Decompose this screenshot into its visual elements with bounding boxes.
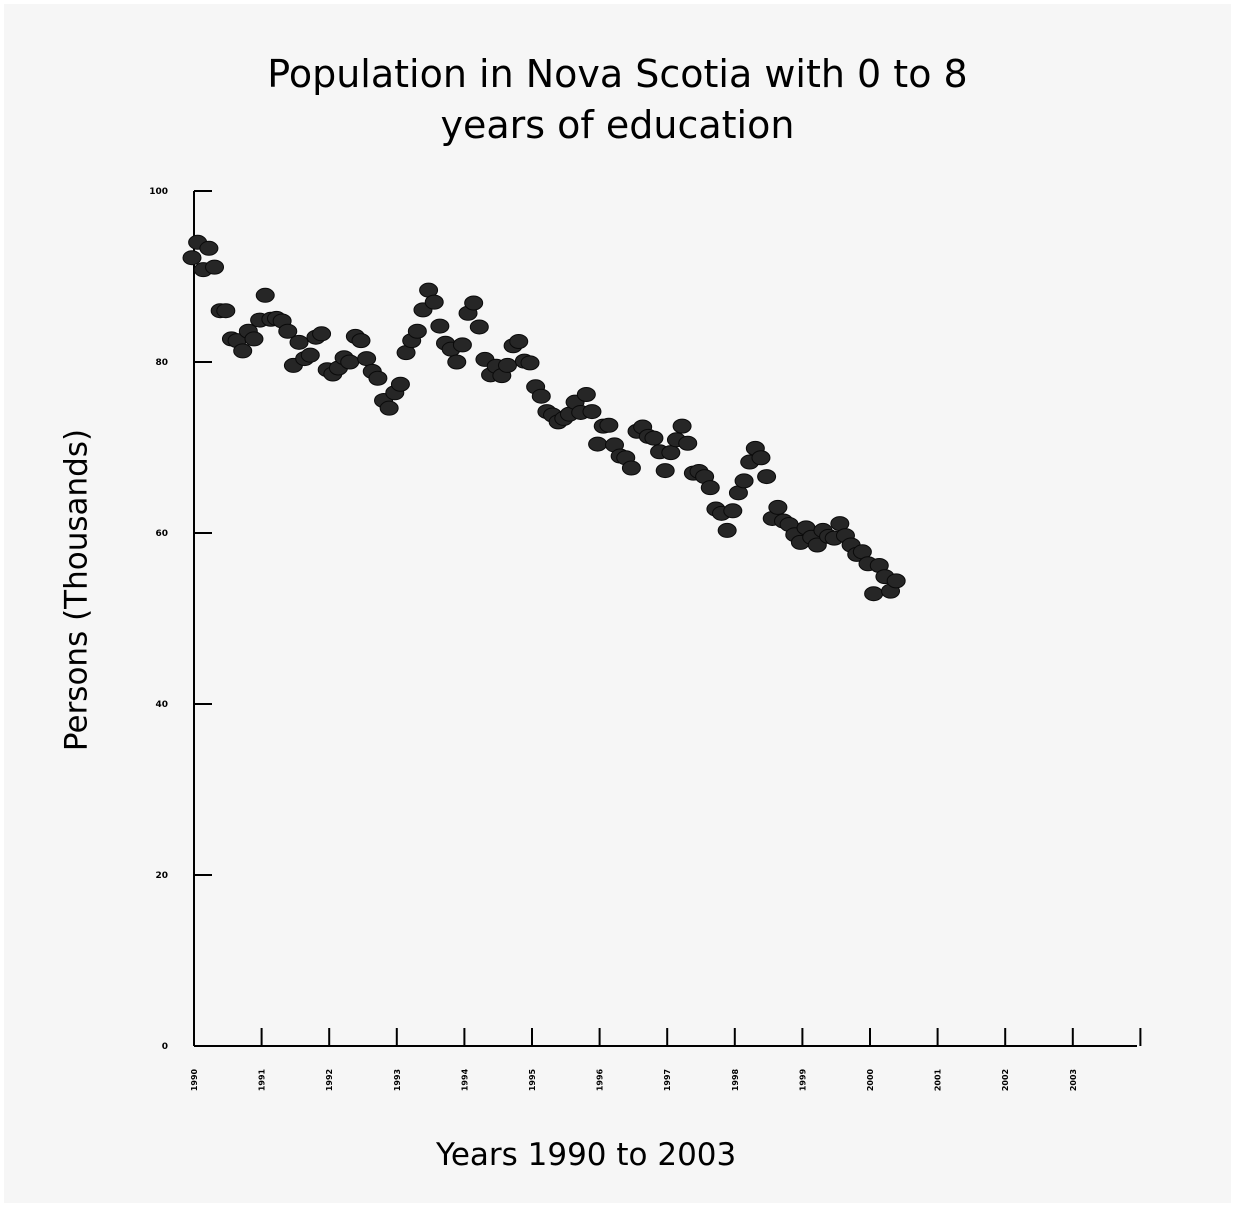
x-tick-label: 2003 — [1069, 1069, 1078, 1091]
data-point — [509, 333, 529, 349]
x-tick-label: 1991 — [258, 1068, 267, 1091]
data-point — [469, 319, 489, 335]
data-point — [452, 337, 472, 353]
data-point — [520, 355, 540, 371]
data-point — [182, 250, 202, 266]
x-tick-label: 1999 — [798, 1068, 807, 1091]
data-point — [661, 445, 681, 461]
y-tick-label: 40 — [155, 700, 168, 710]
data-point — [379, 400, 399, 416]
data-point — [621, 460, 641, 476]
data-point — [599, 417, 619, 433]
data-point — [430, 318, 450, 334]
chart-background — [4, 4, 1231, 1203]
data-point — [424, 294, 444, 310]
y-tick-label: 20 — [155, 871, 168, 881]
x-tick-label: 2000 — [866, 1068, 875, 1091]
data-point — [588, 436, 608, 452]
data-point — [734, 473, 754, 489]
x-tick-label: 2002 — [1001, 1069, 1010, 1091]
data-point — [278, 323, 298, 339]
x-tick-label: 1993 — [393, 1069, 402, 1091]
chart-title-line-1: Population in Nova Scotia with 0 to 8 — [267, 52, 968, 96]
data-point — [390, 376, 410, 392]
x-axis-label: Years 1990 to 2003 — [436, 1137, 737, 1173]
data-point — [768, 499, 788, 515]
data-point — [678, 435, 698, 451]
x-tick-label: 1994 — [460, 1068, 469, 1091]
data-point — [199, 240, 219, 256]
data-point — [464, 295, 484, 311]
axes — [193, 191, 1137, 1047]
data-point — [582, 404, 602, 420]
data-point — [757, 469, 777, 485]
data-point — [340, 354, 360, 370]
data-point — [205, 259, 225, 275]
x-tick-label: 1996 — [596, 1068, 605, 1091]
data-point — [407, 323, 427, 339]
x-tick-label: 1998 — [731, 1068, 740, 1091]
y-tick-label: 0 — [162, 1042, 168, 1052]
data-point — [531, 388, 551, 404]
data-point — [300, 347, 320, 363]
data-point — [368, 370, 388, 386]
data-points — [182, 234, 906, 602]
data-point — [351, 333, 371, 349]
y-tick-label: 60 — [155, 529, 168, 539]
data-point — [886, 573, 906, 589]
data-point — [312, 326, 332, 342]
x-tick-label: 1992 — [325, 1069, 334, 1091]
data-point — [497, 357, 517, 373]
data-point — [672, 418, 692, 434]
data-point — [576, 386, 596, 402]
data-point — [216, 303, 236, 319]
data-point — [644, 430, 664, 446]
data-point — [233, 343, 253, 359]
data-point — [717, 522, 737, 538]
data-point — [655, 463, 675, 479]
y-tick-label: 80 — [155, 358, 168, 368]
data-point — [864, 586, 884, 602]
x-tick-label: 1990 — [190, 1068, 199, 1091]
data-point — [700, 480, 720, 496]
data-point — [723, 503, 743, 519]
x-tick-label: 2001 — [934, 1068, 943, 1091]
data-point — [289, 334, 309, 350]
data-point — [255, 287, 275, 303]
x-tick-label: 1997 — [663, 1069, 672, 1091]
data-point — [751, 450, 771, 466]
data-point — [447, 354, 467, 370]
data-point — [244, 331, 264, 347]
x-tick-label: 1995 — [528, 1068, 537, 1091]
y-tick-label: 100 — [149, 187, 168, 197]
data-point — [357, 351, 377, 367]
axis-ticks: 0 20 40 60 80 100 1990 1991 1992 1993 1994 1995 1996… — [149, 187, 1142, 1091]
chart-title-line-2: years of education — [440, 103, 795, 147]
